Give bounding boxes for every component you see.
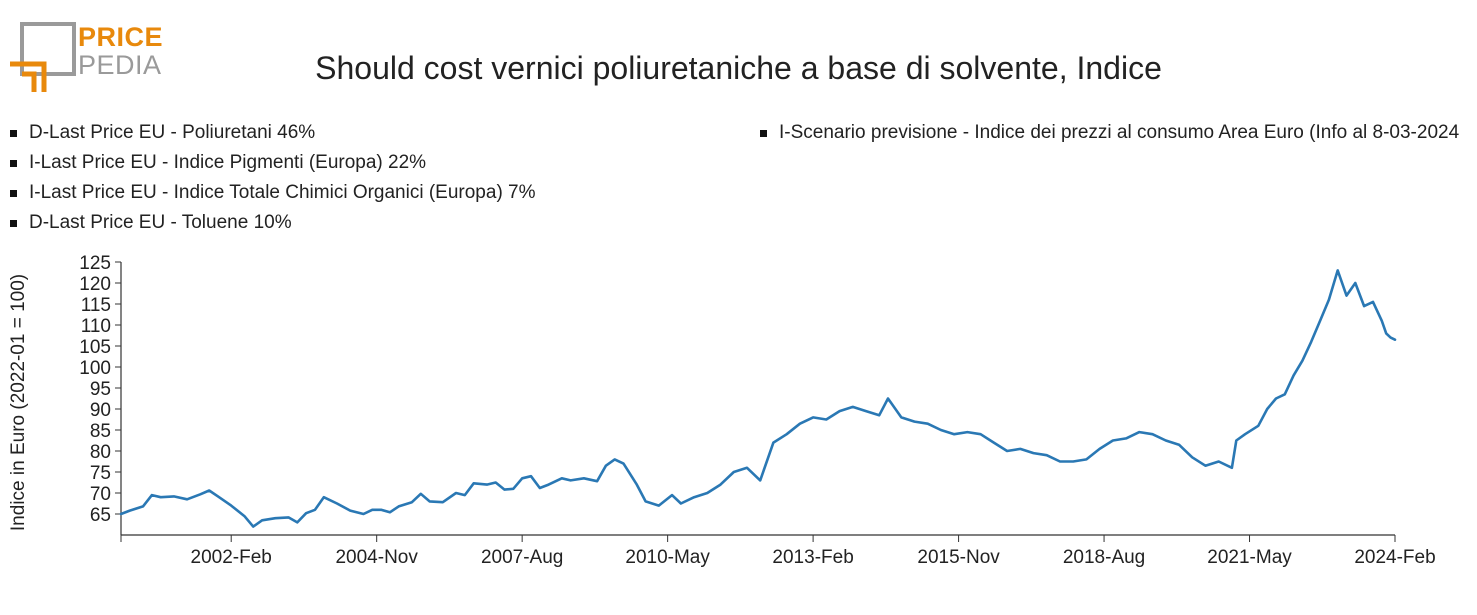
legend-item[interactable]: I-Scenario previsione - Indice dei prezz… <box>760 122 1459 144</box>
legend-item[interactable]: D-Last Price EU - Poliuretani 46% <box>10 122 315 144</box>
legend-label: I-Last Price EU - Indice Pigmenti (Europ… <box>29 152 427 173</box>
legend-marker <box>10 219 17 227</box>
y-tick-label: 85 <box>90 421 111 442</box>
legend-item[interactable]: I-Last Price EU - Indice Pigmenti (Europ… <box>10 152 426 174</box>
legend-item[interactable]: I-Last Price EU - Indice Totale Chimici … <box>10 182 536 204</box>
x-tick-label: 2015-Nov <box>917 547 1000 568</box>
y-tick-label: 75 <box>90 463 111 484</box>
y-tick-label: 80 <box>90 442 111 463</box>
legend-item[interactable]: D-Last Price EU - Toluene 10% <box>10 212 292 234</box>
pricepedia-logo: PRICE PEDIA <box>8 22 168 94</box>
y-axis-title: Indice in Euro (2022-01 = 100) <box>8 274 29 531</box>
y-tick-label: 115 <box>81 295 111 316</box>
legend-label: I-Scenario previsione - Indice dei prezz… <box>779 122 1460 143</box>
x-axis: 2002-Feb 2004-Nov 2007-Aug 2010-May 2013-Feb… <box>120 534 1436 568</box>
legend-marker <box>10 189 17 197</box>
logo-text-pedia: PEDIA <box>78 50 162 80</box>
y-tick-label: 95 <box>90 379 111 400</box>
y-tick-label: 105 <box>79 337 111 358</box>
x-tick-label: 2010-May <box>625 547 710 568</box>
x-tick-label: 2004-Nov <box>335 547 418 568</box>
legend-marker <box>10 129 17 137</box>
y-tick-label: 100 <box>79 358 111 379</box>
series-line <box>119 269 1397 528</box>
chart-title: Should cost vernici poliuretaniche a bas… <box>315 50 1162 86</box>
x-tick-label: 2018-Aug <box>1063 547 1145 568</box>
x-tick-label: 2021-May <box>1207 547 1292 568</box>
y-tick-label: 125 <box>79 253 111 274</box>
logo-mark-icon <box>10 22 76 92</box>
legend-label: D-Last Price EU - Poliuretani 46% <box>29 122 316 143</box>
legend-marker <box>10 159 17 167</box>
legend-label: I-Last Price EU - Indice Totale Chimici … <box>29 182 536 203</box>
x-tick-label: 2024-Feb <box>1354 547 1435 568</box>
x-tick-label: 2013-Feb <box>772 547 853 568</box>
y-tick-label: 70 <box>90 484 111 505</box>
y-tick-label: 110 <box>81 316 111 337</box>
x-tick-label: 2002-Feb <box>191 547 272 568</box>
logo-text-price: PRICE <box>78 22 164 52</box>
x-tick-label: 2007-Aug <box>481 547 563 568</box>
plot-area <box>119 269 1397 528</box>
y-tick-label: 65 <box>90 505 111 526</box>
y-tick-label: 120 <box>79 274 111 295</box>
y-tick-label: 90 <box>90 400 111 421</box>
legend-label: D-Last Price EU - Toluene 10% <box>29 212 292 233</box>
legend-marker <box>760 129 767 137</box>
